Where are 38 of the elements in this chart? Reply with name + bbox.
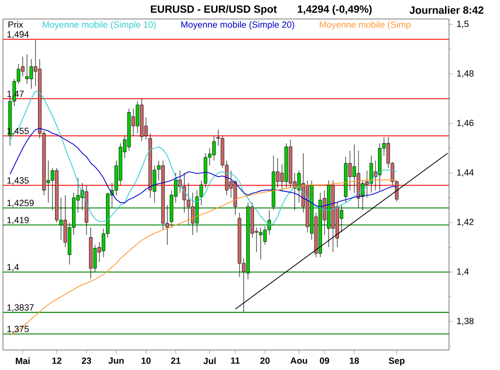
x-tick-label: 21 — [171, 358, 180, 364]
x-tick-label: Jun — [108, 358, 124, 364]
y-tick-label: 1,46 — [457, 120, 474, 128]
x-tick-label: 11 — [231, 358, 240, 364]
x-tick-label: 23 — [82, 358, 92, 364]
candlestick — [212, 136, 216, 161]
chart-subtitle: 1,4294 (-0,49%) — [298, 5, 372, 15]
text: Moyenne mobile (Simple 10) — [42, 21, 156, 30]
y-tick-label: 1,5 — [457, 20, 469, 28]
x-tick-label: Aou — [290, 358, 308, 364]
ref-line-label: 1,3837 — [7, 304, 34, 312]
x-tick-label: 09 — [320, 358, 330, 364]
ref-line-label: 1,4 — [7, 264, 19, 272]
y-tick-label: 1,44 — [457, 169, 474, 177]
y-tick-label: 1,4 — [457, 268, 469, 276]
chart-title: EURUSD - EUR/USD Spot — [150, 5, 277, 15]
candlestick — [136, 100, 140, 134]
x-tick-label: 20 — [260, 358, 270, 364]
ref-line-label: 1,419 — [7, 216, 29, 224]
candlestick — [25, 54, 29, 84]
ref-line-label: 1,435 — [7, 177, 29, 185]
candlestick — [297, 170, 301, 203]
text: Moyenne mobile (Simp — [320, 21, 410, 30]
y-tick-label: 1,48 — [457, 70, 474, 78]
ref-line-label: 1,494 — [7, 31, 29, 39]
y-tick-label: 1,42 — [457, 218, 474, 226]
x-tick-label: 12 — [52, 358, 62, 364]
candlestick — [186, 182, 190, 226]
x-tick-label: Sep — [388, 358, 405, 366]
ref-line-label: 1,4259 — [7, 200, 34, 208]
x-tick-label: 10 — [142, 358, 151, 364]
text: Moyenne mobile (Simple 20) — [181, 21, 294, 30]
x-tick-label: Mai — [16, 358, 30, 364]
text: Journalier 8:42 — [410, 6, 484, 14]
x-tick-label: 18 — [350, 358, 359, 364]
y-axis-title: Prix — [8, 21, 24, 28]
x-tick-label: Jul — [203, 358, 216, 364]
y-tick-label: 1,38 — [457, 318, 474, 326]
